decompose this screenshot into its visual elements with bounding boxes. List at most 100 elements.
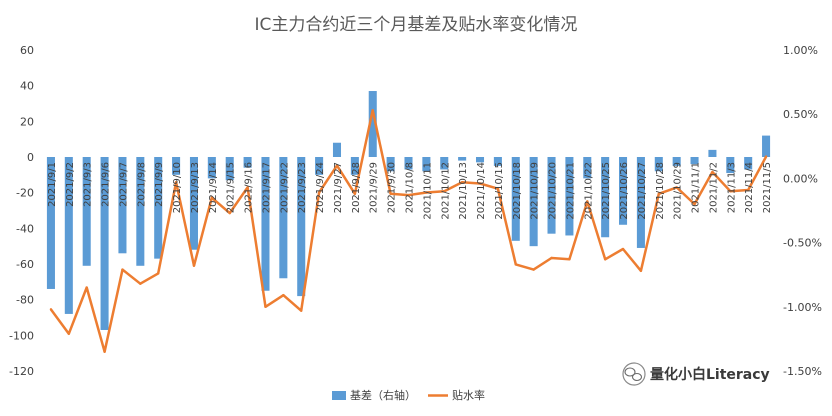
bar [154,157,163,259]
y-left-tick-label: 60 [20,44,34,57]
line-point [443,190,446,193]
bar [726,157,735,174]
x-tick-label: 2021/11/1 [691,162,702,213]
x-tick-label: 2021/9/10 [172,162,183,213]
line-point [568,258,571,261]
x-tick-label: 2021/10/18 [512,162,523,220]
line-point [157,272,160,275]
line-point [693,202,696,206]
line-point [496,187,500,190]
line-point [353,192,357,196]
line-point [514,263,517,266]
bar [511,157,520,241]
bar [207,157,216,179]
line-point [657,192,660,196]
x-tick-label: 2021/9/9 [154,162,165,207]
x-tick-label: 2021/10/29 [673,162,684,220]
bar [404,157,413,170]
x-tick-label: 2021/9/27 [333,162,344,213]
x-tick-label: 2021/11/5 [762,162,773,213]
bar [261,157,270,291]
x-tick-label: 2021/9/22 [279,162,290,213]
x-tick-label: 2021/9/7 [118,162,129,207]
line-point [174,181,178,184]
bar [189,157,198,250]
bar [529,157,538,247]
y-right-tick-label: -0.50% [783,237,822,250]
x-tick-label: 2021/11/2 [708,162,719,213]
line-point [49,308,53,311]
x-tick-label: 2021/9/30 [387,162,398,213]
x-tick-label: 2021/10/12 [440,162,451,220]
line-point [550,256,553,260]
y-right-tick-label: 0.50% [783,108,818,121]
x-tick-label: 2021/10/15 [494,162,505,220]
x-tick-label: 2021/11/4 [744,162,755,213]
legend: 基差（右轴） 贴水率 [332,388,485,402]
bar [547,157,556,234]
x-tick-label: 2021/10/28 [655,162,666,220]
bar [440,157,449,170]
y-left-tick-label: -40 [16,222,34,235]
watermark: 量化小白Literacy [622,362,770,386]
line-point [532,268,535,271]
x-tick-label: 2021/9/16 [244,162,255,213]
line-point [246,186,249,189]
bar [332,142,342,157]
y-left-tick-label: 20 [20,115,34,128]
bar [636,157,645,248]
line-point [746,188,750,192]
x-tick-label: 2021/10/19 [530,162,541,220]
bar [82,157,91,266]
line-point [603,258,607,261]
line-point [371,109,374,112]
bar [744,157,753,170]
line-series [49,109,768,353]
bar [583,157,592,179]
bar [475,157,485,163]
x-tick-label: 2021/9/13 [190,162,201,213]
line-point [282,294,285,297]
chart-title: IC主力合约近三个月基差及贴水率变化情况 [255,15,578,35]
x-tick-label: 2021/9/2 [65,162,76,207]
line-point [729,190,732,193]
legend-label-discount: 贴水率 [452,388,485,402]
y-left-tick-label: 40 [20,80,34,93]
line-point [460,181,464,184]
x-tick-label: 2021/10/27 [637,162,648,220]
bar [458,157,467,161]
x-tick-label: 2021/9/28 [351,162,362,213]
bar [350,157,359,175]
line-point [210,196,214,199]
bar [118,157,127,254]
y-left-tick-label: -100 [9,329,34,342]
x-tick-label: 2021/9/6 [101,162,112,207]
bar [64,157,73,314]
bar [619,157,628,225]
line-point [621,247,625,251]
left-axis-ticks: 60 40 20 0 -20 -40 -60 -80 -100 -120 [9,44,34,378]
x-tick-label: 2021/10/21 [565,162,576,220]
bar [46,157,55,289]
wechat-icon [622,362,646,386]
bar [422,157,431,172]
bar [672,157,681,166]
x-tick-label: 2021/9/3 [83,162,94,207]
x-tick-label: 2021/9/23 [297,162,308,213]
bar [172,157,181,175]
bar [565,157,574,236]
x-tick-label: 2021/9/15 [226,162,237,213]
x-tick-label: 2021/11/3 [726,162,737,213]
x-tick-label: 2021/10/14 [476,162,487,220]
y-right-tick-label: 1.00% [783,44,818,57]
bar [368,91,377,157]
x-tick-label: 2021/10/26 [619,162,630,220]
line-point [478,182,482,185]
line-point [317,191,321,194]
line-point [639,269,643,273]
line-point [139,282,142,285]
y-left-tick-label: 0 [27,151,34,164]
bar [243,157,252,168]
bar [762,135,771,157]
